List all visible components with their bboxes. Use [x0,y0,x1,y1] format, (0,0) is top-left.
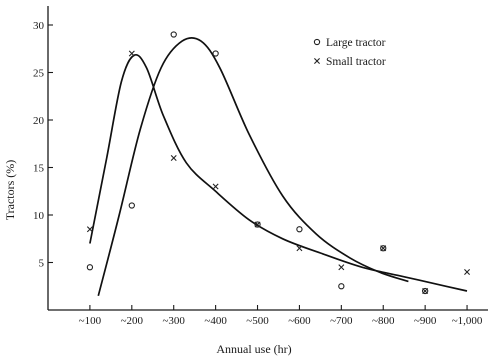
y-tick-label: 5 [39,258,45,270]
y-axis-ticks: 5 10 15 20 25 30 [33,20,53,270]
legend: Large tractor Small tractor [313,37,386,68]
small-tractor-point [464,269,471,275]
y-tick-label: 10 [33,210,45,222]
x-tick-label: ~700 [330,315,353,327]
large-tractor-point [254,221,261,228]
trend-curves [89,36,468,297]
x-axis-ticks: ~100 ~200 ~300 ~400 ~500 ~600 ~700 ~800 ~900 ~1,0… [79,305,483,327]
small-tractor-point [128,50,135,57]
small-tractor-point [422,288,429,294]
x-tick-label: ~100 [79,315,102,327]
x-tick-label: ~600 [288,315,311,327]
x-axis-title: Annual use (hr) [216,342,291,356]
legend-large-tractor-marker [313,38,321,46]
data-markers [86,31,471,295]
large-tractor-point [128,202,135,209]
x-tick-label: ~200 [121,315,144,327]
small-tractor-point [338,264,345,271]
large-tractor-point [86,264,94,271]
x-tick-label: ~1,000 [452,315,483,327]
large-tractor-point [212,50,219,57]
axes [47,6,488,311]
small-tractor-point [212,183,219,190]
small-tractor-point [296,245,303,252]
x-tick-label: ~300 [162,315,185,327]
y-tick-label: 30 [33,20,45,32]
large-tractor-point [380,245,387,252]
small-tractor-point [170,155,177,161]
legend-large-tractor-label: Large tractor [326,37,386,49]
y-tick-label: 15 [33,163,45,175]
small-tractor-point [254,221,261,228]
legend-small-tractor-label: Small tractor [326,56,386,68]
x-tick-label: ~500 [246,315,269,327]
x-tick-label: ~400 [204,315,227,327]
small-tractor-curve [89,53,468,292]
small-tractor-point [380,245,387,252]
x-tick-label: ~900 [414,315,437,327]
large-tractor-point [421,287,429,295]
y-tick-label: 20 [33,115,45,127]
large-tractor-point [170,31,177,38]
legend-small-tractor-marker [314,58,320,64]
y-tick-label: 25 [33,68,45,80]
large-tractor-curve [97,36,409,297]
large-tractor-point [338,283,345,290]
y-axis-title: Tractors (%) [3,160,17,221]
x-tick-label: ~800 [372,315,395,327]
small-tractor-point [86,226,93,233]
large-tractor-point [296,226,303,233]
